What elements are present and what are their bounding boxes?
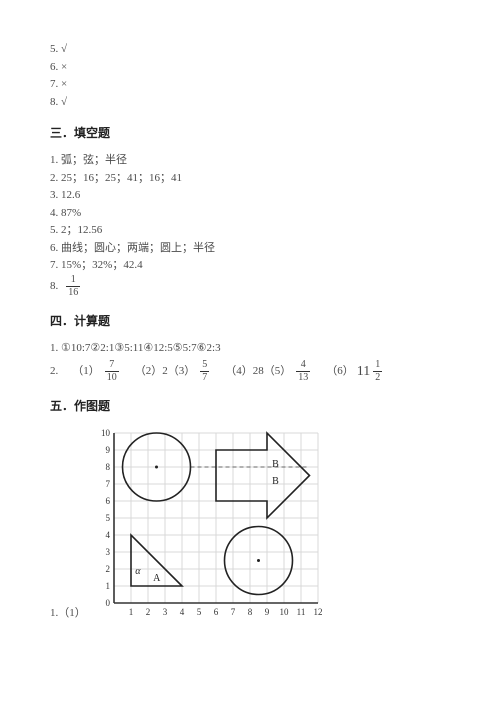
svg-text:4: 4 <box>105 530 110 540</box>
fraction-denominator: 16 <box>66 287 80 298</box>
svg-text:10: 10 <box>101 428 111 438</box>
fraction-numerator: 5 <box>200 360 209 372</box>
svg-text:5: 5 <box>105 513 110 523</box>
svg-text:8: 8 <box>105 462 110 472</box>
svg-text:5: 5 <box>197 607 202 617</box>
fraction-icon: 7 10 <box>105 360 119 383</box>
fraction-icon: 5 7 <box>200 360 209 383</box>
part-label: （4）28（5） <box>225 363 291 380</box>
fraction-icon: 1 2 <box>373 360 382 383</box>
top-item: 6. × <box>50 59 450 76</box>
section-4-heading: 四．计算题 <box>50 312 450 330</box>
svg-text:1: 1 <box>129 607 134 617</box>
calc-line-2: 2. （1） 7 10 （2）2（3） 5 7 （4）28（5） 4 13 （6… <box>50 360 450 383</box>
fraction-denominator: 2 <box>373 372 382 383</box>
fraction-denominator: 7 <box>200 372 209 383</box>
item-8-prefix: 8. <box>50 278 58 295</box>
fraction-icon: 4 13 <box>296 360 310 383</box>
svg-text:8: 8 <box>248 607 253 617</box>
fraction-numerator: 1 <box>373 360 382 372</box>
fill-blank-item-8: 8. 1 16 <box>50 275 450 298</box>
fraction-numerator: 1 <box>66 275 80 287</box>
mixed-number: 11 1 2 <box>357 360 384 383</box>
part-label: （2）2（3） <box>135 363 196 380</box>
fill-blank-item: 1. 弧；弦；半径 <box>50 152 450 169</box>
svg-text:3: 3 <box>163 607 168 617</box>
calc-line-1: 1. ①10:7②2:1③5:11④12:5⑤5:7⑥2:3 <box>50 340 450 357</box>
part-label: （1） <box>72 363 100 380</box>
fill-blank-item: 6. 曲线；圆心；两端；圆上；半径 <box>50 240 450 257</box>
svg-text:6: 6 <box>105 496 110 506</box>
svg-text:2: 2 <box>146 607 151 617</box>
fraction-icon: 1 16 <box>66 275 80 298</box>
section-4-body: 1. ①10:7②2:1③5:11④12:5⑤5:7⑥2:3 2. （1） 7 … <box>50 340 450 384</box>
section-5-heading: 五．作图题 <box>50 397 450 415</box>
fraction-denominator: 10 <box>105 372 119 383</box>
svg-text:0: 0 <box>105 598 110 608</box>
fraction-numerator: 7 <box>105 360 119 372</box>
fill-blank-item: 7. 15%；32%；42.4 <box>50 257 450 274</box>
fill-blank-item: 5. 2；12.56 <box>50 222 450 239</box>
svg-text:A: A <box>153 573 161 584</box>
top-item: 7. × <box>50 76 450 93</box>
svg-text:3: 3 <box>105 547 110 557</box>
svg-text:B: B <box>272 476 279 487</box>
calc-line-2-prefix: 2. <box>50 363 58 380</box>
svg-text:11: 11 <box>296 607 305 617</box>
fraction-numerator: 4 <box>296 360 310 372</box>
calc-part: （4）28（5） 4 13 <box>225 360 312 383</box>
calc-part: （2）2（3） 5 7 <box>135 360 212 383</box>
part-label: （6） <box>326 363 354 380</box>
section-3-heading: 三．填空题 <box>50 124 450 142</box>
calc-part: （1） 7 10 <box>72 360 121 383</box>
top-items: 5. √ 6. × 7. × 8. √ <box>50 41 450 110</box>
fraction-denominator: 13 <box>296 372 310 383</box>
svg-text:α: α <box>135 566 141 577</box>
svg-text:9: 9 <box>265 607 270 617</box>
svg-text:9: 9 <box>105 445 110 455</box>
svg-text:1: 1 <box>105 581 110 591</box>
fill-blank-item: 3. 12.6 <box>50 187 450 204</box>
svg-text:12: 12 <box>313 607 322 617</box>
figure-label: 1.（1） <box>50 605 86 622</box>
svg-text:B: B <box>272 459 279 470</box>
fill-blank-item: 4. 87% <box>50 205 450 222</box>
svg-text:7: 7 <box>231 607 236 617</box>
svg-text:10: 10 <box>279 607 289 617</box>
top-item: 8. √ <box>50 94 450 111</box>
mixed-whole: 11 <box>357 361 370 382</box>
svg-text:7: 7 <box>105 479 110 489</box>
top-item: 5. √ <box>50 41 450 58</box>
section-3-body: 1. 弧；弦；半径 2. 25；16；25；41；16；41 3. 12.6 4… <box>50 152 450 298</box>
svg-text:2: 2 <box>105 564 110 574</box>
figure-wrap: 1.（1） 109876543210123456789101112AαBB <box>50 425 450 621</box>
fill-blank-item: 2. 25；16；25；41；16；41 <box>50 170 450 187</box>
svg-text:6: 6 <box>214 607 219 617</box>
calc-part: （6） 11 1 2 <box>326 360 384 383</box>
svg-text:4: 4 <box>180 607 185 617</box>
grid-figure: 109876543210123456789101112AαBB <box>92 425 324 621</box>
